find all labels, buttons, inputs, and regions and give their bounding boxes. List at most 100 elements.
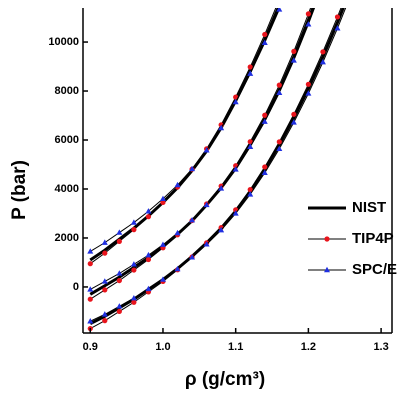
point <box>145 214 152 220</box>
point <box>277 0 282 2</box>
point <box>334 14 341 20</box>
point <box>261 39 268 45</box>
point <box>203 241 210 247</box>
point <box>247 64 253 70</box>
point <box>247 143 254 149</box>
point <box>174 229 181 236</box>
point <box>189 254 196 260</box>
x-tick-label: 1.0 <box>155 341 170 353</box>
point <box>291 48 297 54</box>
point <box>334 25 341 31</box>
point <box>247 139 253 145</box>
point <box>116 270 123 276</box>
point <box>276 139 282 145</box>
point <box>218 185 225 191</box>
y-axis-label: P (bar) <box>9 160 30 220</box>
series-line <box>89 8 345 326</box>
point <box>232 166 239 172</box>
point <box>276 89 283 96</box>
point <box>261 118 268 124</box>
y-tick-label: 0 <box>73 281 79 293</box>
point <box>116 238 122 245</box>
series-line <box>89 8 280 262</box>
point <box>102 287 108 293</box>
point <box>145 251 152 258</box>
point <box>87 248 94 254</box>
series-line <box>90 8 342 330</box>
series-line <box>89 8 277 265</box>
point <box>305 81 311 87</box>
point <box>102 318 108 324</box>
point <box>159 276 166 282</box>
point <box>203 147 210 153</box>
point <box>116 308 122 315</box>
point <box>174 265 181 272</box>
y-tick-label: 2000 <box>55 232 79 244</box>
point <box>131 267 137 273</box>
point <box>189 165 196 172</box>
point <box>247 191 254 197</box>
point <box>203 201 210 208</box>
point <box>101 311 108 317</box>
point <box>262 31 268 38</box>
point <box>87 296 93 302</box>
y-tick-label: 6000 <box>55 134 79 146</box>
point <box>159 195 166 201</box>
point <box>305 21 312 27</box>
point <box>130 295 137 301</box>
point <box>130 219 137 225</box>
point <box>87 318 94 324</box>
point <box>116 277 122 284</box>
point <box>319 58 326 65</box>
point <box>324 236 330 242</box>
point <box>276 145 283 152</box>
point <box>276 8 283 12</box>
x-axis-label: ρ (g/cm³) <box>185 369 265 390</box>
point <box>101 278 108 284</box>
point <box>87 261 93 267</box>
point <box>232 98 239 105</box>
point <box>261 169 268 176</box>
point <box>189 217 196 223</box>
x-tick-label: 1.2 <box>301 341 316 353</box>
point <box>102 250 108 256</box>
y-tick-label: 4000 <box>55 183 79 195</box>
x-tick-label: 1.1 <box>228 341 243 353</box>
legend-label: TIP4P <box>352 230 394 247</box>
point <box>116 303 123 309</box>
legend-label: SPC/E <box>352 261 397 278</box>
point <box>232 210 239 216</box>
plot-area <box>87 0 347 332</box>
point <box>290 119 297 125</box>
point <box>320 49 326 55</box>
point <box>130 261 137 267</box>
point <box>101 239 108 245</box>
point <box>159 241 166 247</box>
point <box>276 82 282 88</box>
point <box>145 256 152 263</box>
point <box>87 286 94 292</box>
point <box>305 90 312 96</box>
point <box>262 164 268 170</box>
x-tick-label: 1.3 <box>373 341 388 353</box>
point <box>174 181 181 188</box>
point <box>247 70 254 76</box>
x-tick-label: 0.9 <box>83 341 98 353</box>
point <box>262 112 268 118</box>
point <box>218 226 225 233</box>
point <box>290 57 297 63</box>
point <box>218 124 225 131</box>
point <box>131 299 137 305</box>
point <box>131 227 137 233</box>
point <box>291 111 297 117</box>
point <box>145 208 152 214</box>
y-tick-label: 8000 <box>55 85 79 97</box>
point <box>247 187 253 193</box>
point <box>145 285 152 292</box>
point <box>324 266 330 273</box>
legend-label: NIST <box>352 199 386 216</box>
point <box>160 199 166 206</box>
series-line <box>90 9 280 252</box>
